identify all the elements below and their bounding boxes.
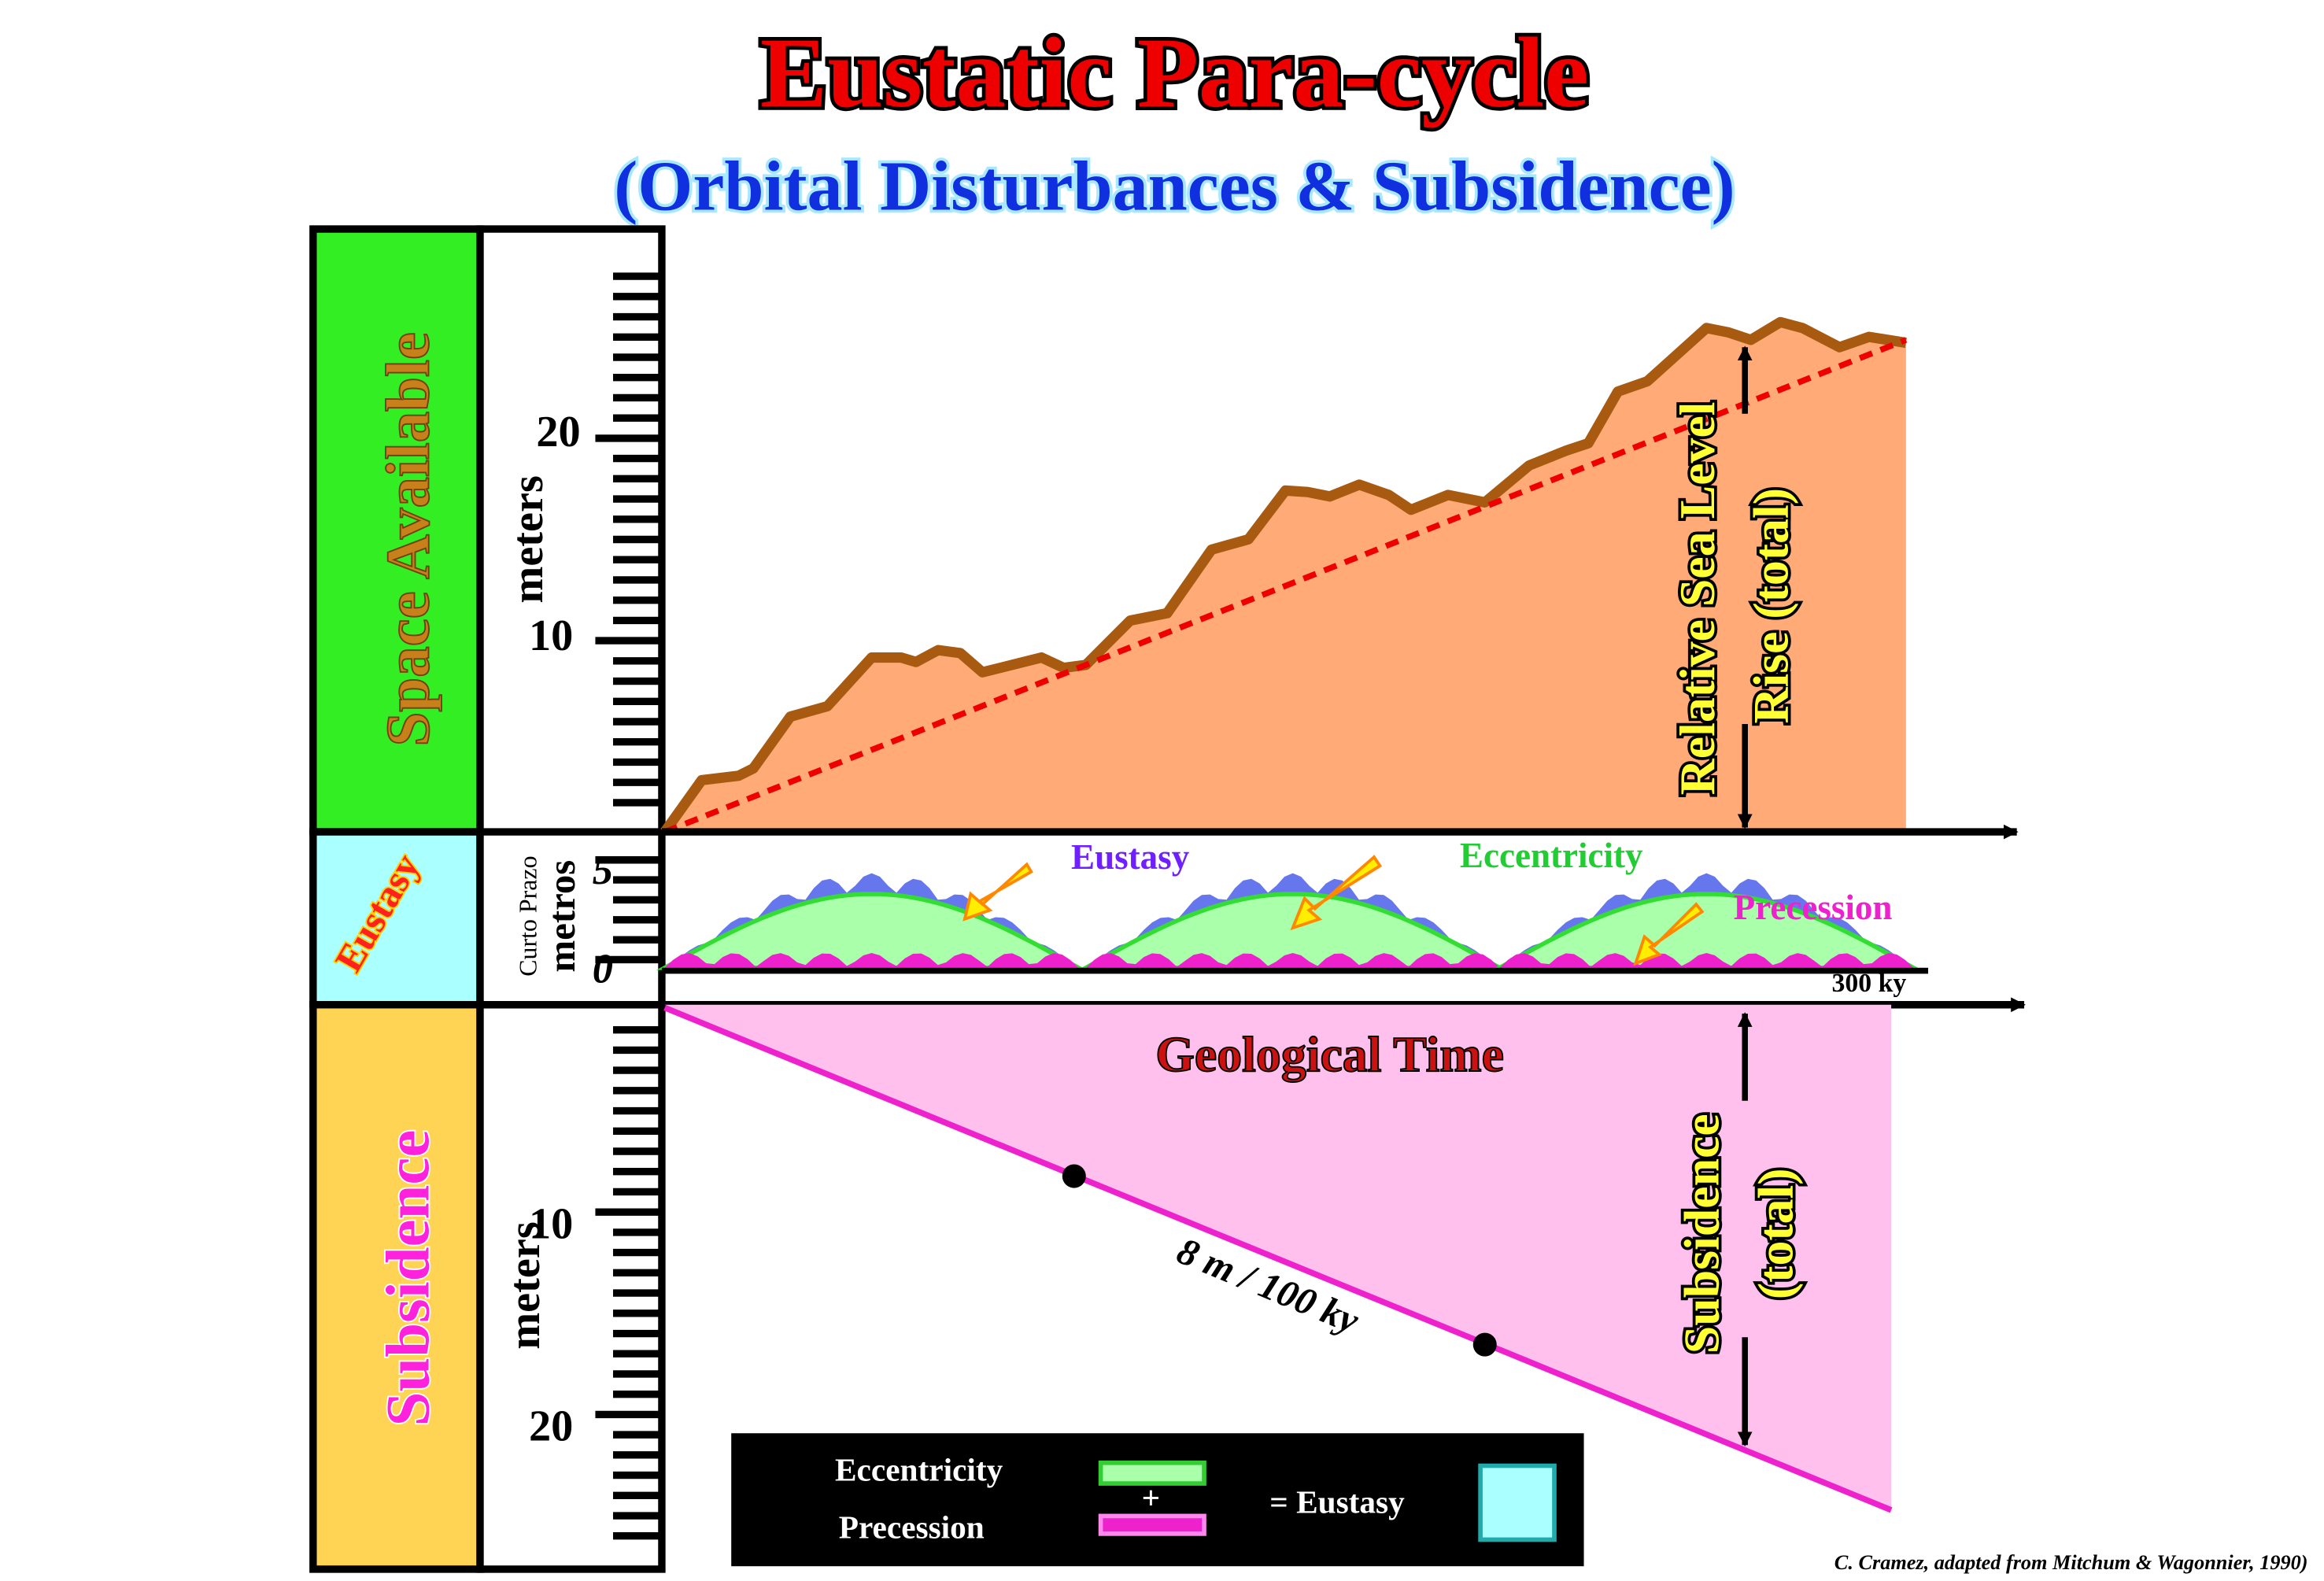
- tick-label: 20: [536, 408, 580, 456]
- column-label: Subsidence: [374, 1130, 442, 1427]
- precession-curve: [664, 953, 1079, 968]
- trend-line: [663, 337, 1908, 835]
- legend-label: Eccentricity: [835, 1451, 1003, 1487]
- annotation: Rise (total): [1743, 488, 1799, 724]
- unit: meters: [501, 1221, 549, 1350]
- eccentricity-curve: [1077, 892, 1509, 970]
- sea-level-curve: [660, 316, 1907, 835]
- legend-label: = Eustasy: [1269, 1484, 1405, 1520]
- label: Precession: [1734, 888, 1893, 927]
- credit: C. Cramez, adapted from Mitchum & Wagonn…: [1834, 1551, 2308, 1574]
- unit: Curto Prazo: [514, 855, 541, 976]
- label: Eustasy: [1071, 837, 1190, 877]
- column-label: Space Available: [374, 332, 442, 746]
- subsidence-box: [309, 1001, 484, 1573]
- tick-label: 5: [593, 848, 613, 893]
- unit: meters: [504, 475, 552, 604]
- legend-label: +: [1142, 1479, 1161, 1516]
- annotation: (total): [1747, 1168, 1803, 1299]
- eustasy-cycles: [656, 873, 1923, 970]
- annotation: Subsidence: [1673, 1114, 1729, 1354]
- axis-label: Geological Time: [1155, 1026, 1504, 1082]
- legend: [731, 1433, 1584, 1567]
- precession-curve: [1499, 953, 1914, 968]
- tick-label: 0: [593, 947, 613, 992]
- eccentricity-curve: [656, 892, 1088, 970]
- space-box: [309, 225, 484, 836]
- title: Eustatic Para-cycle: [760, 17, 1589, 128]
- precession-curve: [1085, 953, 1500, 968]
- legend-label: Precession: [839, 1509, 985, 1546]
- tick-label: 20: [529, 1402, 573, 1451]
- time-mark: 300 ky: [1832, 969, 1907, 998]
- space-area: [664, 322, 1906, 833]
- unit: metros: [541, 860, 583, 973]
- label: Eccentricity: [1460, 836, 1643, 875]
- annotation: Relative Sea Level: [1669, 401, 1725, 795]
- tick-label: 10: [529, 611, 573, 660]
- eccentricity-curve: [1491, 892, 1923, 970]
- tick-label: 10: [529, 1199, 573, 1248]
- subtitle: (Orbital Disturbances & Subsidence): [614, 148, 1735, 226]
